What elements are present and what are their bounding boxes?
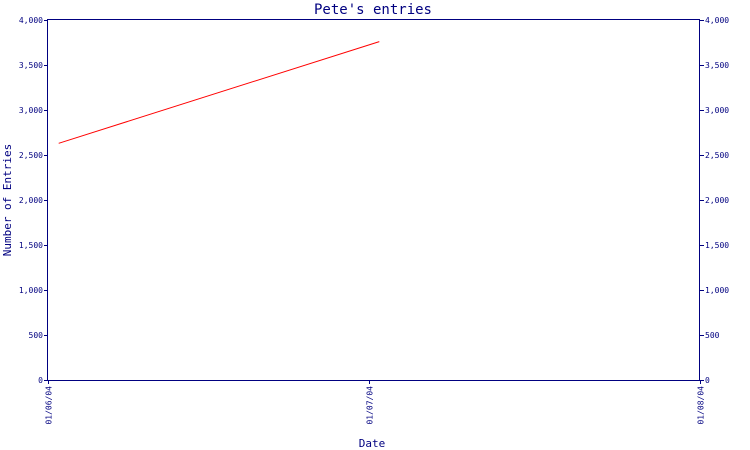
y-tick-label-left: 3,500 (19, 61, 43, 70)
y-tick-label-left: 4,000 (19, 16, 43, 25)
y-tick-label-right: 1,000 (705, 286, 729, 295)
y-tick-label-right: 2,000 (705, 196, 729, 205)
y-tick-label-right: 3,000 (705, 106, 729, 115)
y-tick-label-left: 500 (29, 331, 44, 340)
x-tick-label: 01/06/04 (45, 386, 54, 425)
y-tick-label-right: 3,500 (705, 61, 729, 70)
y-tick-label-left: 1,000 (19, 286, 43, 295)
series-group (58, 41, 380, 144)
y-tick-label-right: 0 (705, 376, 710, 385)
y-tick-label-right: 4,000 (705, 16, 729, 25)
chart-title: Pete's entries (314, 2, 432, 18)
y-tick-label-right: 1,500 (705, 241, 729, 250)
y-tick-label-left: 2,500 (19, 151, 43, 160)
x-tick-label: 01/07/04 (366, 386, 375, 425)
plot-frame (47, 19, 700, 381)
x-axis: 01/06/04 01/07/04 01/08/04 (45, 380, 706, 425)
y-tick-label-right: 2,500 (705, 151, 729, 160)
x-axis-label: Date (359, 437, 386, 450)
y-tick-label-left: 0 (38, 376, 43, 385)
x-tick-label: 01/08/04 (697, 386, 706, 425)
y-axis-label: Number of Entries (1, 144, 14, 257)
y-tick-label-right: 500 (705, 331, 720, 340)
y-tick-label-left: 2,000 (19, 196, 43, 205)
y-axis-left: 0 500 1,000 1,500 2,000 2,500 3,000 3,500 4,000 (19, 16, 48, 385)
y-tick-label-left: 3,000 (19, 106, 43, 115)
y-tick-label-left: 1,500 (19, 241, 43, 250)
series-line (58, 41, 380, 144)
y-axis-right: 0 500 1,000 1,500 2,000 2,500 3,000 3,500 4,000 (700, 16, 729, 385)
